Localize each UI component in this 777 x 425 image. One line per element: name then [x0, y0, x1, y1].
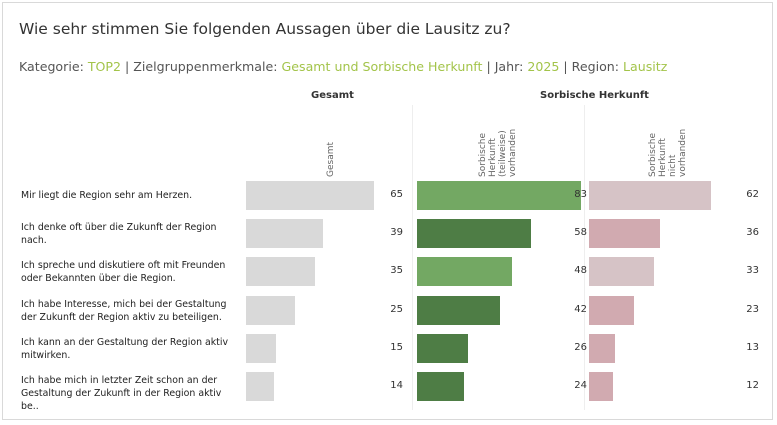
group-header-gesamt: Gesamt: [311, 90, 354, 101]
bar-gesamt[interactable]: [246, 257, 315, 287]
value-label: 39: [390, 227, 403, 239]
kategorie-label: Kategorie:: [19, 59, 88, 74]
jahr-value[interactable]: 2025: [527, 59, 560, 74]
separator: |: [482, 59, 495, 74]
bar-sorbisch-nicht[interactable]: [589, 181, 712, 210]
bar-sorbisch-vorhanden[interactable]: [417, 333, 469, 363]
bar-sorbisch-vorhanden[interactable]: [417, 295, 500, 325]
bar-sorbisch-vorhanden[interactable]: [417, 372, 465, 401]
bar-gesamt[interactable]: [246, 372, 274, 401]
value-label: 83: [574, 189, 587, 200]
value-label: 33: [746, 265, 759, 277]
bar-gesamt[interactable]: [246, 181, 375, 210]
value-label: 65: [390, 189, 403, 200]
value-label: 12: [746, 380, 759, 391]
row-label: Ich habe mich in letzter Zeit schon an d…: [21, 375, 222, 412]
bar-sorbisch-vorhanden[interactable]: [417, 257, 512, 287]
series-header-sorbisch-vorhanden: Sorbische Herkunft (teilweise) vorhanden: [478, 128, 518, 177]
row-label: Ich spreche und diskutiere oft mit Freun…: [21, 260, 226, 285]
series-header-sorbisch-nicht: Sorbische Herkunft nicht vorhanden: [648, 128, 688, 177]
jahr-label: Jahr:: [494, 59, 528, 74]
value-label: 13: [746, 341, 759, 353]
dashboard-frame: [2, 2, 773, 420]
divider: [584, 105, 585, 410]
region-label: Region:: [571, 59, 624, 74]
series-header-gesamt: Gesamt: [326, 141, 336, 177]
kategorie-value[interactable]: TOP2: [87, 59, 122, 74]
zielgruppe-label: Zielgruppenmerkmale:: [133, 59, 282, 74]
value-label: 14: [390, 380, 403, 391]
value-label: 24: [574, 380, 587, 391]
bar-gesamt[interactable]: [246, 333, 276, 363]
bar-gesamt[interactable]: [246, 295, 296, 325]
group-header-sorbisch: Sorbische Herkunft: [540, 90, 649, 101]
value-label: 15: [390, 341, 403, 353]
row-label: Mir liegt die Region sehr am Herzen.: [21, 190, 193, 201]
bar-sorbisch-nicht[interactable]: [589, 257, 654, 287]
bar-gesamt[interactable]: [246, 219, 323, 249]
bar-sorbisch-nicht[interactable]: [589, 333, 615, 363]
value-label: 62: [746, 189, 759, 200]
value-label: 23: [746, 303, 759, 315]
row-label: Ich habe Interesse, mich bei der Gestalt…: [21, 298, 227, 323]
bar-sorbisch-nicht[interactable]: [589, 295, 635, 325]
value-label: 25: [390, 303, 403, 315]
value-label: 26: [574, 341, 587, 353]
region-value[interactable]: Lausitz: [623, 59, 668, 74]
filter-summary: Kategorie: TOP2 | Zielgruppenmerkmale: G…: [19, 59, 667, 74]
bar-sorbisch-nicht[interactable]: [589, 219, 660, 249]
bar-sorbisch-vorhanden[interactable]: [417, 219, 532, 249]
separator: |: [559, 59, 572, 74]
row-label: Ich kann an der Gestaltung der Region ak…: [21, 336, 228, 361]
row-label: Ich denke oft über die Zukunft der Regio…: [21, 222, 217, 247]
value-label: 36: [746, 227, 759, 239]
value-label: 48: [574, 265, 587, 277]
divider: [412, 105, 413, 410]
bar-sorbisch-nicht[interactable]: [589, 372, 613, 401]
value-label: 58: [574, 227, 587, 239]
chart-title: Wie sehr stimmen Sie folgenden Aussagen …: [19, 20, 511, 38]
value-label: 35: [390, 265, 403, 277]
separator: |: [121, 59, 134, 74]
zielgruppe-value[interactable]: Gesamt und Sorbische Herkunft: [281, 59, 483, 74]
value-label: 42: [574, 303, 587, 315]
bar-sorbisch-vorhanden[interactable]: [417, 181, 581, 210]
